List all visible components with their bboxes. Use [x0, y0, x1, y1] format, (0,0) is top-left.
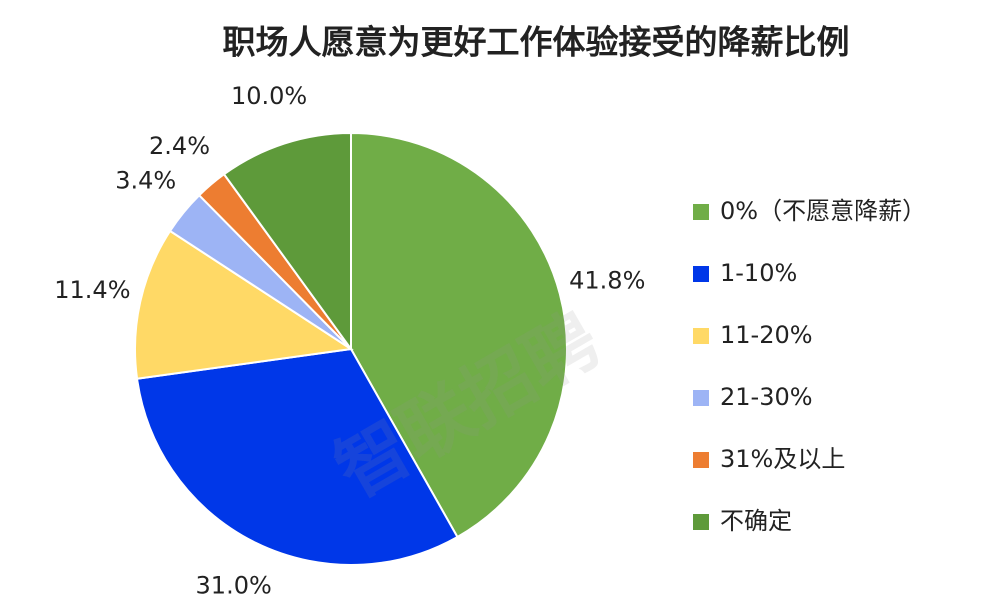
legend-label: 1-10% — [720, 259, 797, 287]
legend-label: 21-30% — [720, 383, 813, 411]
legend-swatch — [693, 514, 709, 530]
data-label: 31.0% — [196, 572, 272, 600]
data-label: 3.4% — [115, 166, 176, 194]
legend-label: 0%（不愿意降薪） — [720, 197, 926, 225]
data-label: 41.8% — [569, 266, 645, 294]
chart-title: 职场人愿意为更好工作体验接受的降薪比例 — [223, 23, 850, 62]
data-label: 11.4% — [54, 276, 130, 304]
legend-label: 31%及以上 — [720, 445, 845, 473]
legend-label: 11-20% — [720, 321, 813, 349]
pie-slice — [350, 131, 568, 539]
pie-slice — [134, 229, 354, 380]
legend-swatch — [693, 204, 709, 220]
legend-swatch — [693, 328, 709, 344]
legend-swatch — [693, 390, 709, 406]
legend-swatch — [693, 452, 709, 468]
legend-swatch — [693, 266, 709, 282]
legend-label: 不确定 — [720, 507, 792, 535]
pie-slice — [135, 347, 459, 566]
data-label: 2.4% — [149, 132, 210, 160]
data-label: 10.0% — [231, 82, 307, 110]
pie-slice — [222, 131, 352, 353]
